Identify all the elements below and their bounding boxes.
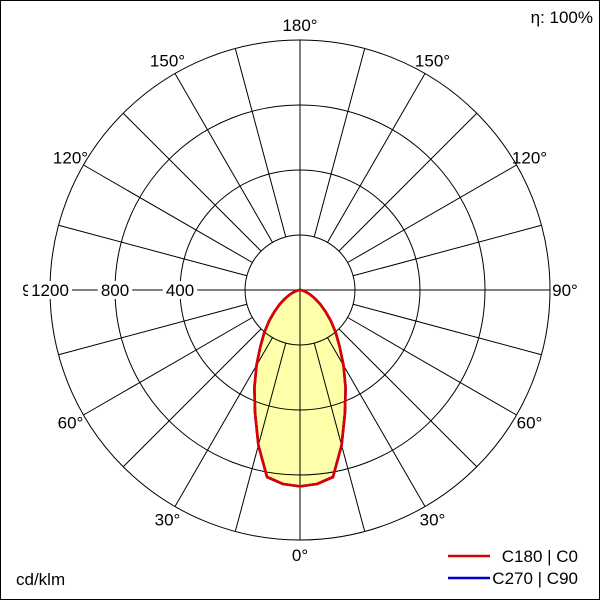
grid-spoke-345 bbox=[234, 342, 287, 532]
grid-spoke-120 bbox=[347, 164, 517, 263]
grid-spoke-210 bbox=[174, 73, 273, 243]
grid-spoke-195 bbox=[234, 48, 287, 238]
angle-label-30: 30° bbox=[155, 510, 181, 529]
angle-label-0: 0° bbox=[292, 546, 308, 565]
angle-label-90: 90° bbox=[552, 281, 578, 300]
legend-label-c90: C270 | C90 bbox=[492, 569, 578, 588]
tick-label-bg bbox=[97, 281, 133, 299]
grid-spoke-315 bbox=[122, 328, 262, 468]
angle-label-60: 60° bbox=[517, 414, 543, 433]
angle-label-120: 120° bbox=[53, 149, 88, 168]
grid-spoke-15 bbox=[313, 342, 366, 532]
grid-spoke-150 bbox=[327, 73, 426, 243]
grid-spoke-165 bbox=[313, 48, 366, 238]
distribution-curve-layer bbox=[253, 288, 347, 488]
tick-label-bg bbox=[28, 281, 72, 299]
grid-spoke-135 bbox=[338, 112, 478, 252]
grid-spoke-285 bbox=[58, 303, 248, 356]
angle-label-150: 150° bbox=[415, 52, 450, 71]
angle-label-30: 30° bbox=[420, 510, 446, 529]
grid-spoke-45 bbox=[338, 328, 478, 468]
radial-tick-label-400: 400 bbox=[166, 281, 194, 300]
angle-label-120: 120° bbox=[512, 149, 547, 168]
angle-label-180: 180° bbox=[282, 16, 317, 35]
grid-spoke-225 bbox=[122, 112, 262, 252]
distribution-curve-c0-c180 bbox=[253, 288, 347, 488]
radial-tick-label-800: 800 bbox=[101, 281, 129, 300]
grid-spoke-105 bbox=[352, 224, 542, 277]
angle-label-150: 150° bbox=[150, 52, 185, 71]
grid-spoke-60 bbox=[347, 317, 517, 416]
unit-label: cd/klm bbox=[16, 570, 65, 589]
grid-spoke-255 bbox=[58, 224, 248, 277]
angle-label-60: 60° bbox=[58, 414, 84, 433]
grid-spoke-300 bbox=[83, 317, 253, 416]
radial-tick-label-1200: 1200 bbox=[31, 281, 69, 300]
tick-label-bg bbox=[162, 281, 198, 299]
legend: C180 | C0 C270 | C90 bbox=[448, 547, 578, 588]
efficiency-label: η: 100% bbox=[531, 8, 593, 27]
legend-label-c0: C180 | C0 bbox=[502, 547, 578, 566]
grid-spoke-75 bbox=[352, 303, 542, 356]
axis-label-layer: 0°30°30°60°60°90°90°120°120°150°150°180°… bbox=[22, 16, 578, 565]
grid-spoke-240 bbox=[83, 164, 253, 263]
